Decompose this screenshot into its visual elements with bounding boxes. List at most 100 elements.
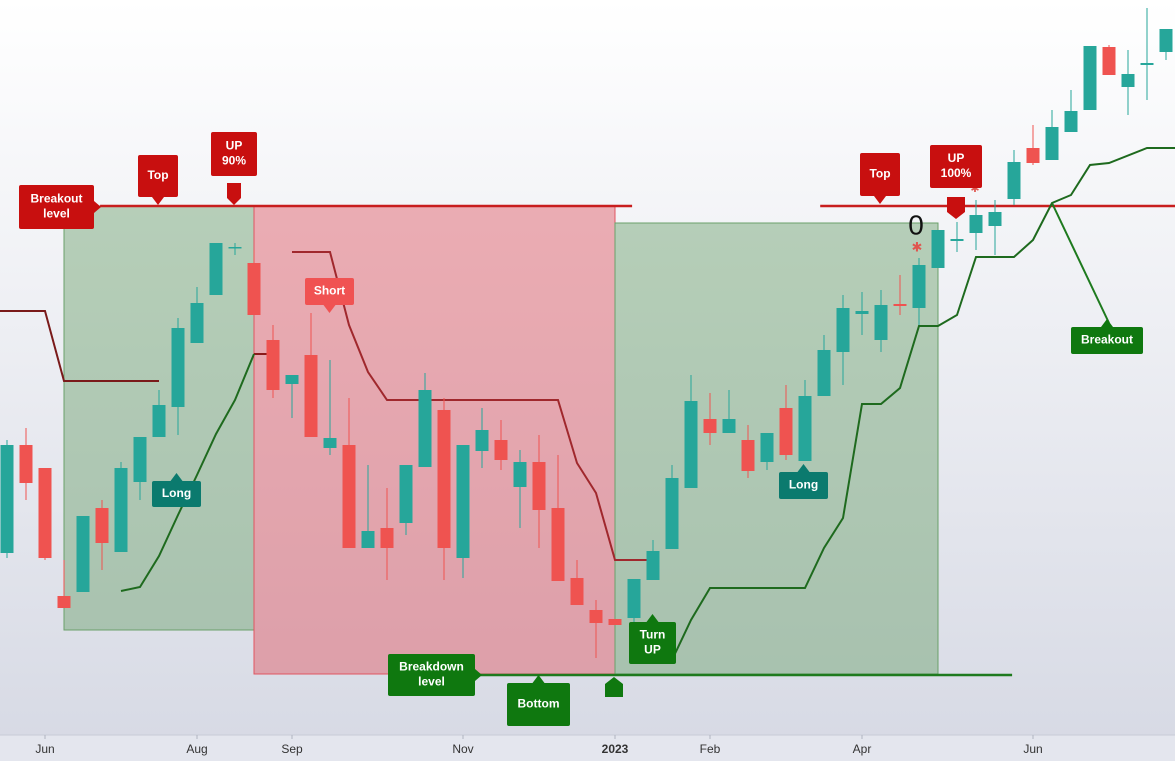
candle-body	[570, 578, 584, 605]
candle-body	[228, 247, 242, 249]
annotation-pointer	[874, 196, 886, 204]
candle-body	[114, 468, 128, 552]
annotation-pointer	[94, 201, 101, 213]
candle-body	[1140, 63, 1154, 65]
annotation-pointer	[170, 473, 183, 481]
annotation-text: Long	[162, 486, 191, 500]
candle-body	[969, 215, 983, 233]
candle-body	[703, 419, 717, 433]
candle-body	[798, 396, 812, 461]
signal-marker	[605, 677, 623, 697]
candle-body	[1083, 46, 1097, 110]
plot	[0, 8, 1175, 677]
annotation-box	[138, 155, 178, 197]
candle-body	[912, 265, 926, 308]
annotation-text: Bottom	[518, 697, 560, 711]
candle-body	[38, 468, 52, 558]
annotation-pointer	[152, 197, 164, 205]
x-tick-label: Jun	[1023, 742, 1042, 756]
annotation-text: Top	[869, 167, 890, 181]
candle-body	[380, 528, 394, 548]
x-tick-label: Apr	[853, 742, 872, 756]
candle-body	[57, 596, 71, 608]
candle-body	[1159, 29, 1173, 52]
candle-body	[1045, 127, 1059, 160]
annotation-box	[860, 153, 900, 196]
annotation-text: 90%	[222, 154, 246, 168]
candle-body	[1102, 47, 1116, 75]
candle-body	[418, 390, 432, 467]
candle-body	[266, 340, 280, 390]
annotation-text: UP	[226, 139, 243, 153]
annotation-pointer	[323, 305, 336, 313]
annotation-box	[19, 185, 94, 229]
candle-body	[285, 375, 299, 384]
candle-body	[608, 619, 622, 625]
candle-body	[133, 437, 147, 482]
annotation-text: Breakdown	[399, 660, 464, 674]
candle-body	[513, 462, 527, 487]
x-tick-label: Jun	[35, 742, 54, 756]
annotation-box	[1071, 327, 1143, 354]
signal-marker	[947, 197, 965, 219]
indicator-line	[1051, 202, 1110, 324]
zone-box	[614, 222, 939, 675]
annotation-box	[211, 132, 257, 176]
candle-body	[399, 465, 413, 523]
candle-body	[855, 311, 869, 314]
annotation-text: Short	[314, 284, 345, 298]
x-axis-band	[0, 735, 1175, 761]
annotation-text: Turn	[640, 628, 666, 642]
annotation-text: UP	[948, 151, 965, 165]
x-tick-label: Feb	[700, 742, 721, 756]
indicator-line	[0, 310, 159, 382]
annotation-text: 0	[908, 209, 924, 240]
x-tick-label: 2023	[602, 742, 629, 756]
annotation-box	[930, 145, 982, 188]
annotation-text: level	[418, 675, 445, 689]
annotation-text: Long	[789, 478, 818, 492]
annotation-box	[305, 278, 354, 305]
x-tick-label: Nov	[452, 742, 473, 756]
candle-body	[190, 303, 204, 343]
candle-body	[836, 308, 850, 352]
candle-body	[247, 263, 261, 315]
candle-body	[152, 405, 166, 437]
candle-body	[1121, 74, 1135, 87]
indicator-line	[671, 147, 1175, 661]
annotation-text: UP	[644, 643, 661, 657]
annotation-text: Breakout	[1081, 333, 1133, 347]
candle-body	[494, 440, 508, 460]
candle-body	[627, 579, 641, 618]
annotation-pointer	[532, 675, 545, 683]
candle-body	[684, 401, 698, 488]
candle-body	[19, 445, 33, 483]
annotation-pointer	[475, 669, 482, 681]
candle-body	[988, 212, 1002, 226]
x-tick-label: Aug	[186, 742, 207, 756]
candle-body	[722, 419, 736, 433]
candle-body	[950, 239, 964, 241]
annotation-box	[152, 481, 201, 507]
candle-body	[171, 328, 185, 407]
annotation-box	[779, 472, 828, 499]
candle-body	[1007, 162, 1021, 199]
candle-body	[342, 445, 356, 548]
candle-body	[551, 508, 565, 581]
candle-body	[1064, 111, 1078, 132]
candle-body	[665, 478, 679, 549]
star-icon: ✱	[970, 183, 979, 195]
candle-body	[76, 516, 90, 592]
candle-body	[304, 355, 318, 437]
annotation-pointer	[646, 614, 659, 622]
star-icon: ✱	[912, 239, 923, 254]
candle-body	[532, 462, 546, 510]
annotation-box	[388, 654, 475, 696]
candle-body	[475, 430, 489, 451]
zone-box	[253, 205, 616, 675]
candle-body	[323, 438, 337, 448]
annotation-text: Breakout	[30, 192, 82, 206]
x-tick-label: Sep	[281, 742, 303, 756]
